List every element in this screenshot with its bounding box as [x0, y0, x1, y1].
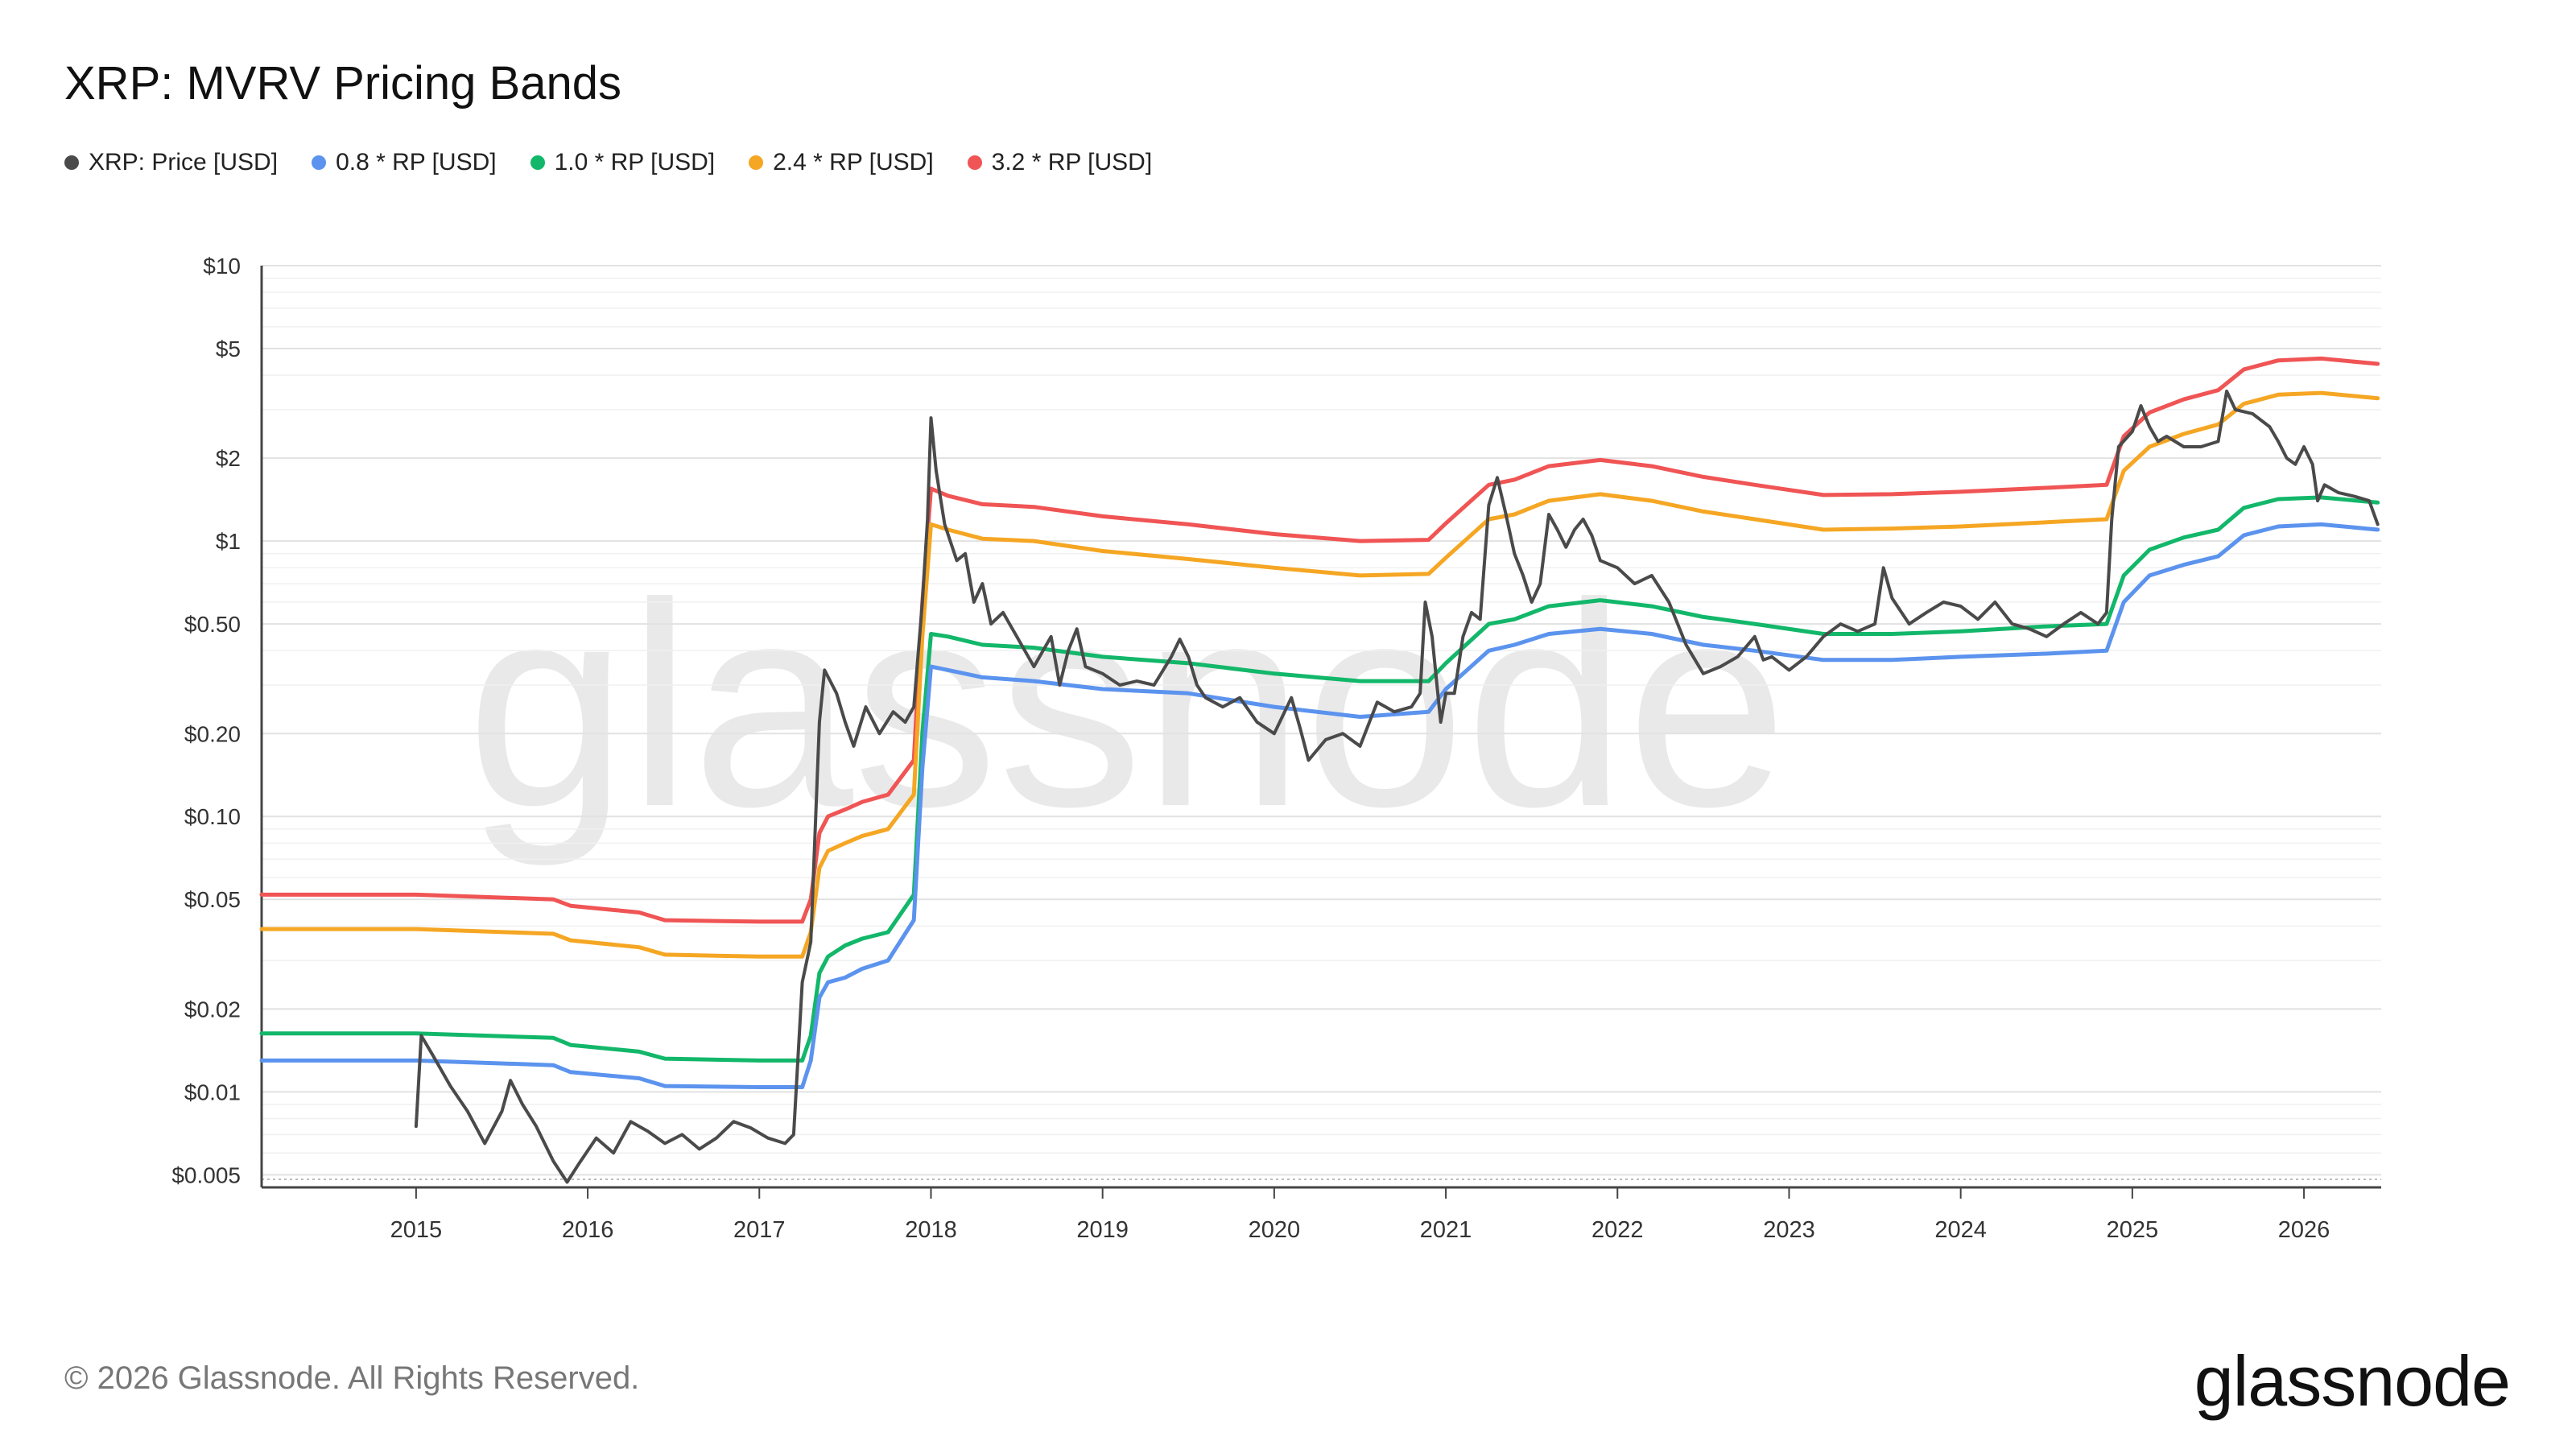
legend-label-price: XRP: Price [USD]: [89, 149, 279, 175]
legend: XRP: Price [USD] 0.8 * RP [USD] 1.0 * RP…: [64, 149, 1186, 176]
legend-dot-rp-2-4: [749, 155, 764, 170]
y-tick-label: $0.05: [184, 887, 241, 912]
y-tick-label: $10: [203, 254, 241, 279]
y-tick-label: $0.10: [184, 804, 241, 829]
legend-item-price[interactable]: XRP: Price [USD]: [64, 149, 278, 176]
x-tick-label: 2016: [562, 1217, 614, 1243]
legend-label-rp-2-4: 2.4 * RP [USD]: [773, 149, 934, 175]
y-tick-label: $1: [216, 529, 241, 554]
axes: $10 $5 $2 $1 $0.50 $0.20 $0.10 $0.05 $0.02 $0.01 $…: [171, 254, 2381, 1243]
legend-dot-rp-0-8: [312, 155, 327, 170]
x-tick-label: 2026: [2278, 1217, 2330, 1243]
grid: [262, 265, 2381, 1180]
series-line-0-8-rp-usd: [259, 522, 2380, 1089]
x-tick-label: 2022: [1591, 1217, 1644, 1243]
legend-item-rp-0-8[interactable]: 0.8 * RP [USD]: [312, 149, 497, 176]
x-tick-label: 2018: [905, 1217, 957, 1243]
x-tick-label: 2024: [1934, 1217, 1987, 1243]
legend-item-rp-1-0[interactable]: 1.0 * RP [USD]: [530, 149, 716, 176]
copyright: © 2026 Glassnode. All Rights Reserved.: [64, 1360, 640, 1396]
x-tick-label: 2021: [1420, 1217, 1472, 1243]
legend-label-rp-1-0: 1.0 * RP [USD]: [554, 149, 716, 175]
watermark: glassnode: [466, 543, 1787, 869]
y-tick-label: $0.02: [184, 997, 241, 1022]
legend-label-rp-3-2: 3.2 * RP [USD]: [991, 149, 1153, 175]
x-tick-label: 2017: [733, 1217, 786, 1243]
legend-item-rp-3-2[interactable]: 3.2 * RP [USD]: [967, 149, 1153, 176]
series-line-xrp-price-usd: [414, 390, 2380, 1184]
legend-dot-rp-3-2: [967, 155, 982, 170]
x-tick-label: 2025: [2107, 1217, 2159, 1243]
y-tick-label: $0.50: [184, 612, 241, 637]
y-tick-label: $5: [216, 336, 241, 361]
x-tick-label: 2020: [1249, 1217, 1301, 1243]
y-tick-label: $0.20: [184, 721, 241, 746]
legend-item-rp-2-4[interactable]: 2.4 * RP [USD]: [749, 149, 934, 176]
legend-dot-price: [64, 155, 79, 170]
series-line-3-2-rp-usd: [259, 356, 2380, 924]
legend-dot-rp-1-0: [530, 155, 545, 170]
x-tick-label: 2023: [1763, 1217, 1815, 1243]
series-line-1-0-rp-usd: [259, 495, 2380, 1063]
y-tick-label: $0.01: [184, 1080, 241, 1104]
legend-label-rp-0-8: 0.8 * RP [USD]: [336, 149, 497, 175]
x-tick-label: 2015: [390, 1217, 443, 1243]
y-tick-label: $2: [216, 446, 241, 471]
chart-title: XRP: MVRV Pricing Bands: [64, 57, 621, 109]
glassnode-logo[interactable]: glassnode: [2194, 1341, 2511, 1421]
series-layer: [259, 356, 2380, 1184]
x-tick-label: 2019: [1076, 1217, 1129, 1243]
y-tick-label: $0.005: [171, 1162, 241, 1187]
